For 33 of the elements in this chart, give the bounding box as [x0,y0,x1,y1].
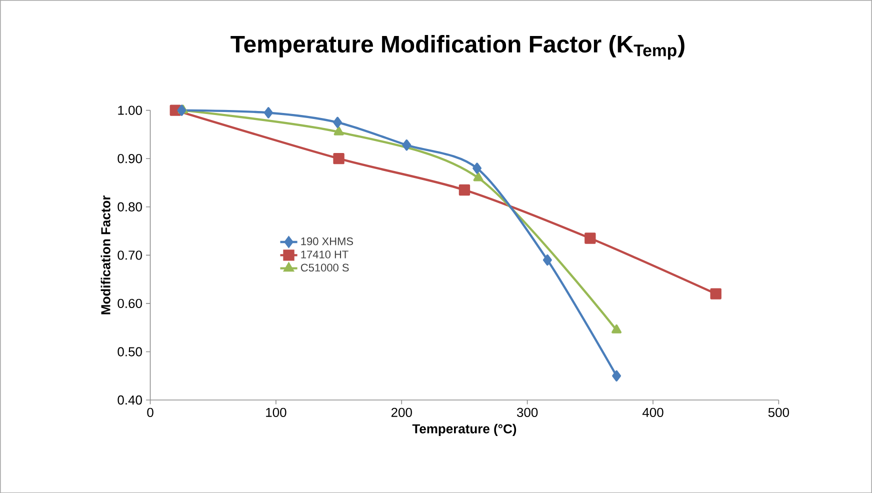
legend-label: 17410 HT [301,250,348,258]
point [612,324,622,334]
point [473,172,484,182]
y-tick-label: 1.00 [118,106,142,115]
y-tick-label: 0.90 [118,154,142,164]
point [333,152,344,164]
x-tick-label: 400 [642,408,664,417]
x-tick-label: 300 [516,408,538,417]
point [177,104,186,116]
x-axis-title: Temperature (°C) [412,424,516,436]
y-tick-label: 0.70 [118,250,142,260]
y-tick-label: 0.60 [118,298,142,308]
point [542,254,552,266]
legend-label: C51000 S [300,264,349,272]
point [472,162,482,174]
chart-title: Temperature Modification Factor (K$_{Temp}$) [230,34,684,60]
point [584,232,596,244]
point [334,126,344,136]
y-axis-title: Modification Factor [100,195,110,314]
point [264,106,273,118]
point [402,139,412,150]
x-tick-label: 200 [391,408,412,417]
point [612,370,622,382]
point [333,116,342,128]
x-tick-label: 0 [147,408,154,417]
y-tick-label: 0.80 [118,202,142,212]
x-tick-label: 100 [266,408,286,417]
y-tick-label: 0.50 [118,346,142,356]
point [458,184,470,196]
x-tick-label: 500 [768,408,790,417]
y-tick-label: 0.40 [118,395,142,404]
point [710,288,722,300]
legend-label: 190 XHMS [301,237,354,246]
